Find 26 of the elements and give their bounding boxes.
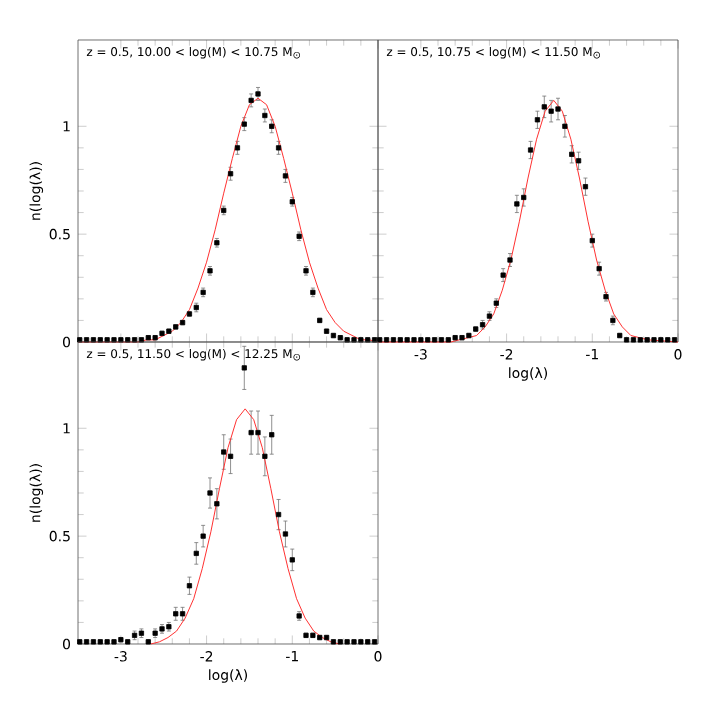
point <box>514 201 520 207</box>
point <box>241 365 247 371</box>
point <box>534 117 541 123</box>
point <box>248 430 254 436</box>
point <box>569 151 575 157</box>
point <box>193 550 199 556</box>
point <box>541 104 547 110</box>
point <box>275 511 282 518</box>
point <box>289 557 295 563</box>
point <box>255 430 261 436</box>
point <box>582 184 589 190</box>
point <box>521 194 527 201</box>
point <box>527 147 534 153</box>
point <box>262 453 268 459</box>
point <box>555 106 561 112</box>
point <box>548 108 554 114</box>
point <box>221 449 227 455</box>
point <box>575 158 582 164</box>
point <box>282 531 289 537</box>
point <box>200 533 206 539</box>
point <box>269 432 275 438</box>
point <box>207 490 213 496</box>
point <box>227 453 234 459</box>
point <box>562 123 568 129</box>
point <box>186 583 193 589</box>
point <box>214 501 220 507</box>
